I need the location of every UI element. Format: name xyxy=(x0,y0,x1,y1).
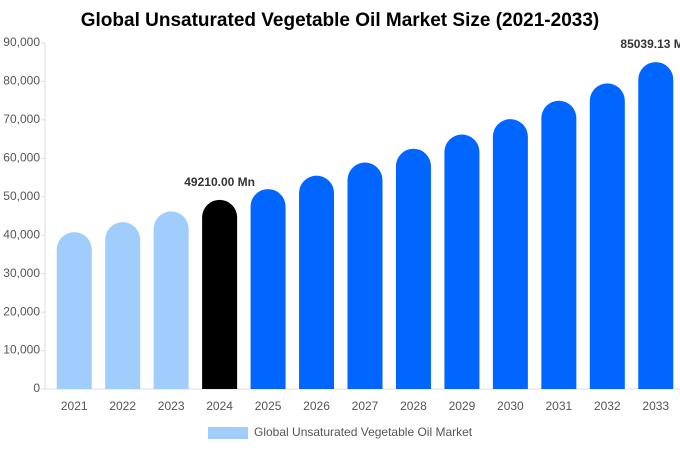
y-tick-label: 80,000 xyxy=(3,74,40,88)
legend-swatch xyxy=(208,427,248,439)
y-tick-label: 90,000 xyxy=(3,35,40,49)
value-label: 49210.00 Mn xyxy=(184,175,255,189)
bar xyxy=(395,148,431,389)
x-tick-label: 2031 xyxy=(545,399,572,413)
chart-title: Global Unsaturated Vegetable Oil Market … xyxy=(81,10,599,31)
bar xyxy=(541,100,577,390)
value-label: 85039.13 Mn xyxy=(620,37,680,51)
x-tick-label: 2025 xyxy=(255,399,282,413)
x-tick-label: 2027 xyxy=(352,399,379,413)
y-tick-label: 30,000 xyxy=(3,266,40,280)
bar xyxy=(153,211,189,389)
y-tick-label: 70,000 xyxy=(3,112,40,126)
x-tick-label: 2030 xyxy=(497,399,524,413)
bar xyxy=(444,134,480,389)
legend-label: Global Unsaturated Vegetable Oil Market xyxy=(254,425,473,439)
y-tick-label: 60,000 xyxy=(3,151,40,165)
bar xyxy=(347,162,383,389)
y-tick-label: 50,000 xyxy=(3,189,40,203)
x-tick-label: 2023 xyxy=(158,399,185,413)
x-tick-label: 2032 xyxy=(594,399,621,413)
bar xyxy=(202,199,238,389)
x-tick-label: 2026 xyxy=(303,399,330,413)
bar xyxy=(492,119,528,389)
bar xyxy=(299,175,335,389)
bar xyxy=(638,62,674,390)
bar xyxy=(250,189,286,389)
bar xyxy=(589,83,625,389)
x-tick-label: 2024 xyxy=(206,399,233,413)
bar xyxy=(105,222,141,389)
y-tick-label: 20,000 xyxy=(3,304,40,318)
y-tick-label: 40,000 xyxy=(3,227,40,241)
bar xyxy=(56,232,92,389)
x-tick-label: 2022 xyxy=(109,399,136,413)
y-tick-label: 0 xyxy=(33,381,40,395)
x-tick-label: 2021 xyxy=(61,399,88,413)
x-tick-label: 2028 xyxy=(400,399,427,413)
x-tick-label: 2033 xyxy=(642,399,669,413)
x-tick-label: 2029 xyxy=(449,399,476,413)
y-tick-label: 10,000 xyxy=(3,343,40,357)
